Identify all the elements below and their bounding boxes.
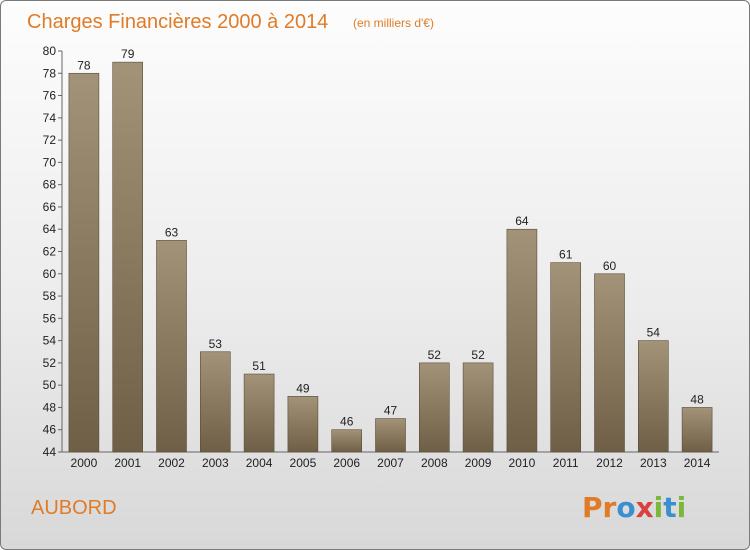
data-label-2002: 63 bbox=[165, 225, 179, 239]
data-label-2000: 78 bbox=[77, 58, 91, 72]
data-label-2004: 51 bbox=[252, 359, 266, 373]
x-tick-label-2011: 2011 bbox=[553, 456, 579, 470]
y-tick-label: 64 bbox=[43, 222, 57, 236]
data-label-2014: 48 bbox=[690, 392, 704, 406]
proxiti-logo: Proxiti bbox=[582, 491, 686, 524]
bars: 78 79 63 53 51 49 46 47 52 52 64 61 60 54 48 bbox=[68, 47, 713, 453]
data-label-2011: 61 bbox=[559, 248, 573, 262]
bar-2009 bbox=[462, 362, 494, 453]
y-tick-label: 62 bbox=[43, 245, 57, 259]
bar-2003 bbox=[200, 351, 231, 453]
bar-2007 bbox=[375, 418, 406, 453]
y-tick-label: 60 bbox=[43, 267, 57, 281]
bar-2001 bbox=[112, 61, 143, 453]
data-label-2006: 46 bbox=[340, 415, 354, 429]
chart-subtitle: (en milliers d'€) bbox=[353, 16, 434, 30]
bar-2004 bbox=[243, 373, 275, 453]
y-tick-label: 46 bbox=[43, 423, 57, 437]
x-tick-label-2000: 2000 bbox=[71, 456, 98, 470]
x-tick-label-2004: 2004 bbox=[246, 456, 273, 470]
y-tick-label: 58 bbox=[43, 289, 57, 303]
x-tick-label-2005: 2005 bbox=[290, 456, 317, 470]
logo-letter: o bbox=[616, 491, 635, 524]
x-tick-label-2014: 2014 bbox=[684, 456, 711, 470]
y-tick-label: 66 bbox=[43, 200, 57, 214]
logo-letter: x bbox=[636, 491, 654, 524]
bar-2005 bbox=[287, 396, 319, 453]
y-tick-label: 76 bbox=[43, 89, 57, 103]
y-tick-label: 44 bbox=[43, 445, 57, 459]
y-tick-label: 72 bbox=[43, 133, 57, 147]
bar-2014 bbox=[681, 407, 713, 453]
x-tick-label-2012: 2012 bbox=[596, 456, 623, 470]
data-label-2003: 53 bbox=[209, 337, 223, 351]
data-label-2001: 79 bbox=[121, 47, 135, 61]
y-axis-ticks: 44 46 48 50 52 54 56 58 60 62 64 66 68 70 72 74 76 78 80 bbox=[43, 44, 62, 459]
x-tick-label-2013: 2013 bbox=[640, 456, 667, 470]
bar-2011 bbox=[550, 262, 582, 453]
bar-2012 bbox=[594, 273, 625, 453]
bar-2008 bbox=[418, 362, 450, 453]
y-tick-label: 50 bbox=[43, 378, 57, 392]
x-tick-label-2003: 2003 bbox=[202, 456, 229, 470]
x-tick-label-2009: 2009 bbox=[465, 456, 492, 470]
logo-letter: i bbox=[654, 491, 664, 524]
y-tick-label: 54 bbox=[43, 334, 57, 348]
bar-2013 bbox=[637, 340, 669, 453]
data-label-2008: 52 bbox=[428, 348, 442, 362]
logo-letter: r bbox=[603, 491, 617, 524]
logo-letter: t bbox=[663, 491, 676, 524]
y-tick-label: 78 bbox=[43, 66, 57, 80]
y-tick-label: 68 bbox=[43, 178, 57, 192]
data-label-2013: 54 bbox=[647, 326, 661, 340]
y-tick-label: 48 bbox=[43, 400, 57, 414]
y-tick-label: 74 bbox=[43, 111, 57, 125]
x-tick-label-2002: 2002 bbox=[158, 456, 185, 470]
data-label-2005: 49 bbox=[296, 381, 310, 395]
x-tick-label-2007: 2007 bbox=[377, 456, 404, 470]
data-label-2010: 64 bbox=[515, 214, 529, 228]
logo-letter: i bbox=[677, 491, 687, 524]
commune-name: AUBORD bbox=[31, 497, 117, 519]
x-axis-ticks: 2000 2001 2002 2003 2004 2005 2006 2007 2008 2009… bbox=[71, 456, 711, 470]
y-tick-label: 56 bbox=[43, 311, 57, 325]
y-tick-label: 70 bbox=[43, 155, 57, 169]
bar-2002 bbox=[156, 240, 187, 453]
logo-letter: P bbox=[582, 491, 603, 524]
chart-title: Charges Financières 2000 à 2014 bbox=[27, 11, 328, 33]
data-label-2007: 47 bbox=[384, 404, 398, 418]
data-label-2012: 60 bbox=[603, 259, 617, 273]
x-tick-label-2008: 2008 bbox=[421, 456, 448, 470]
x-tick-label-2010: 2010 bbox=[509, 456, 536, 470]
x-tick-label-2006: 2006 bbox=[333, 456, 360, 470]
bar-2006 bbox=[331, 429, 363, 453]
bar-2000 bbox=[68, 72, 100, 453]
y-tick-label: 80 bbox=[43, 44, 57, 58]
y-tick-label: 52 bbox=[43, 356, 57, 370]
x-tick-label-2001: 2001 bbox=[114, 456, 141, 470]
data-label-2009: 52 bbox=[471, 348, 485, 362]
bar-2010 bbox=[506, 228, 538, 453]
